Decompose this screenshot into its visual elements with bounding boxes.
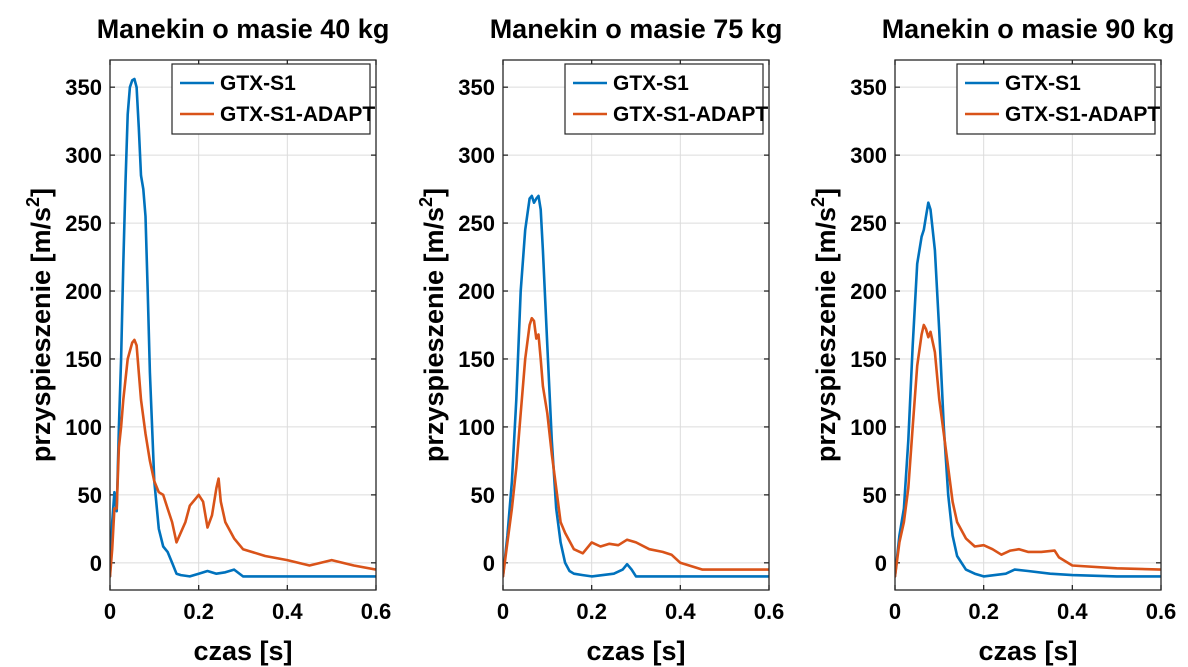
x-tick-label: 0.6 xyxy=(1146,599,1177,624)
y-axis-label-end: ] xyxy=(26,188,56,197)
x-axis-label: czas [s] xyxy=(586,636,685,666)
x-axis-label: czas [s] xyxy=(193,636,292,666)
x-tick-label: 0.4 xyxy=(1057,599,1088,624)
y-axis-label-end: ] xyxy=(419,188,449,197)
y-axis-label-sup: 2 xyxy=(808,197,828,207)
series-line-gtx-s1-adapt xyxy=(110,338,376,578)
series-line-gtx-s1 xyxy=(503,194,769,578)
y-axis-label-sup: 2 xyxy=(23,197,43,207)
x-tick-label: 0.6 xyxy=(361,599,392,624)
y-axis-label: przyspieszenie [m/s2] xyxy=(416,188,449,462)
x-tick-label: 0 xyxy=(497,599,509,624)
y-tick-label: 200 xyxy=(65,279,102,304)
legend-label: GTX-S1 xyxy=(613,72,689,95)
y-tick-label: 0 xyxy=(90,551,102,576)
chart-title: Manekin o masie 40 kg xyxy=(97,14,390,44)
y-tick-label: 300 xyxy=(65,143,102,168)
legend-box xyxy=(564,63,764,135)
y-tick-label: 250 xyxy=(850,211,887,236)
series-line-gtx-s1-adapt xyxy=(895,323,1161,578)
x-tick-label: 0.2 xyxy=(968,599,999,624)
y-tick-label: 150 xyxy=(65,347,102,372)
y-tick-label: 250 xyxy=(458,211,495,236)
y-tick-label: 50 xyxy=(78,483,102,508)
legend-label: GTX-S1-ADAPT xyxy=(220,103,375,126)
y-axis-label-sup: 2 xyxy=(416,197,436,207)
y-tick-label: 200 xyxy=(458,279,495,304)
y-axis-label: przyspieszenie [m/s2] xyxy=(808,188,841,462)
y-tick-label: 0 xyxy=(875,551,887,576)
chart-title: Manekin o masie 90 kg xyxy=(882,14,1175,44)
legend: GTX-S1 GTX-S1-ADAPT xyxy=(171,63,375,135)
y-axis-label-end: ] xyxy=(811,188,841,197)
legend-label: GTX-S1 xyxy=(220,72,296,95)
plot-frame xyxy=(502,59,770,591)
legend-box xyxy=(171,63,371,135)
series-line-gtx-s1-adapt xyxy=(503,316,769,578)
legend-label: GTX-S1 xyxy=(1005,72,1081,95)
y-tick-label: 200 xyxy=(850,279,887,304)
y-tick-label: 50 xyxy=(863,483,887,508)
x-tick-label: 0 xyxy=(104,599,116,624)
series-line-gtx-s1 xyxy=(110,77,376,578)
y-axis-label-text: przyspieszenie [m/s xyxy=(811,207,841,462)
chart-panel-1: 0 0.2 0.4 0.6 0 50 100 150 200 250 300 350 Manekin o… xyxy=(23,14,391,666)
y-tick-label: 300 xyxy=(850,143,887,168)
y-axis-label: przyspieszenie [m/s2] xyxy=(23,188,56,462)
x-axis-label: czas [s] xyxy=(978,636,1077,666)
x-tick-label: 0.2 xyxy=(183,599,214,624)
chart-panel-3: 0 0.2 0.4 0.6 0 50 100 150 200 250 300 350 Manekin o… xyxy=(808,14,1176,666)
plot-background xyxy=(110,60,376,590)
x-tick-label: 0.4 xyxy=(665,599,696,624)
legend-box xyxy=(956,63,1156,135)
y-tick-label: 300 xyxy=(458,143,495,168)
y-tick-label: 50 xyxy=(471,483,495,508)
y-tick-label: 350 xyxy=(65,75,102,100)
plot-frame xyxy=(109,59,377,591)
x-tick-label: 0.2 xyxy=(576,599,607,624)
y-tick-label: 250 xyxy=(65,211,102,236)
chart-title: Manekin o masie 75 kg xyxy=(490,14,783,44)
y-tick-label: 150 xyxy=(458,347,495,372)
y-tick-label: 150 xyxy=(850,347,887,372)
legend: GTX-S1 GTX-S1-ADAPT xyxy=(564,63,768,135)
legend-label: GTX-S1-ADAPT xyxy=(1005,103,1160,126)
y-axis-label-text: przyspieszenie [m/s xyxy=(419,207,449,462)
y-tick-label: 100 xyxy=(850,415,887,440)
y-tick-label: 100 xyxy=(458,415,495,440)
y-tick-label: 0 xyxy=(483,551,495,576)
y-tick-label: 100 xyxy=(65,415,102,440)
plot-background xyxy=(895,60,1161,590)
x-tick-label: 0 xyxy=(889,599,901,624)
y-tick-label: 350 xyxy=(458,75,495,100)
legend: GTX-S1 GTX-S1-ADAPT xyxy=(956,63,1160,135)
legend-label: GTX-S1-ADAPT xyxy=(613,103,768,126)
x-tick-label: 0.4 xyxy=(272,599,303,624)
plot-background xyxy=(503,60,769,590)
y-axis-label-text: przyspieszenie [m/s xyxy=(26,207,56,462)
y-tick-label: 350 xyxy=(850,75,887,100)
chart-panel-2: 0 0.2 0.4 0.6 0 50 100 150 200 250 300 350 Manekin o… xyxy=(416,14,784,666)
plot-frame xyxy=(894,59,1162,591)
x-tick-label: 0.6 xyxy=(754,599,785,624)
